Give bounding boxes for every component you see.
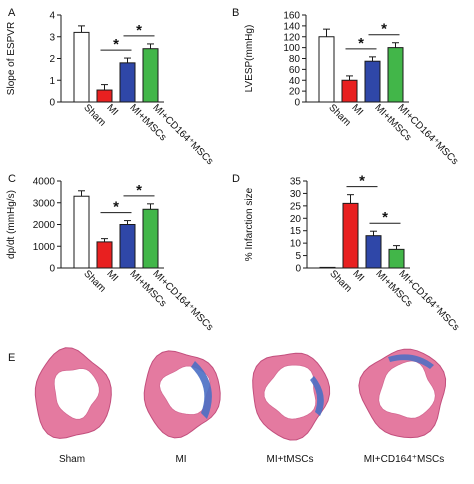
bar-1 [73, 31, 90, 103]
panel-letter: C [8, 173, 16, 185]
significance-star: * [113, 199, 119, 216]
fibrosis-region [310, 376, 324, 416]
y-tick-label: 160 [283, 11, 300, 22]
significance-star: * [136, 22, 142, 39]
heart-section-3: MI+tMSCs [252, 352, 331, 465]
x-tick-label: Sham [327, 268, 353, 294]
bar-2 [342, 202, 359, 269]
x-tick-label: Sham [326, 102, 352, 128]
heart-section-2: MI [143, 350, 221, 465]
y-tick-label: 60 [289, 65, 301, 76]
y-tick-label: 2 [49, 54, 55, 65]
section-label: MI+CD164⁺MSCs [364, 454, 445, 465]
y-tick-label: 1 [49, 76, 55, 87]
y-tick-label: 30 [290, 189, 302, 200]
x-tick-label: MI [104, 268, 120, 284]
y-tick-label: 15 [290, 226, 302, 237]
histology-panel: E Sham MI MI+tMSCs MI+CD164⁺MSCs [8, 347, 447, 465]
y-tick-label: 2000 [33, 220, 56, 231]
panel-letter: D [232, 173, 240, 185]
significance-star: * [359, 173, 365, 190]
bar-1 [318, 36, 335, 103]
bar-2 [96, 89, 113, 103]
heart-section-1: Sham [34, 347, 112, 465]
y-axis-label: LVESP(mmHg) [244, 25, 255, 93]
bar-4 [142, 48, 159, 103]
ventricle-lumen [378, 360, 436, 419]
ventricle-lumen [53, 368, 100, 420]
y-axis-label: Slope of ESPVR [6, 22, 17, 95]
y-tick-label: 4 [49, 11, 55, 22]
y-tick-label: 0 [294, 98, 300, 109]
y-tick-label: 120 [283, 32, 300, 43]
bar-2 [341, 79, 358, 103]
panel-letter: A [8, 7, 16, 19]
bar-1 [73, 195, 90, 269]
y-tick-label: 140 [283, 21, 300, 32]
bar-4 [387, 47, 404, 103]
bar-1 [319, 266, 336, 269]
ventricle-lumen [263, 364, 317, 420]
bar-3 [119, 62, 136, 103]
y-tick-label: 3000 [33, 198, 56, 209]
y-tick-label: 1000 [33, 242, 56, 253]
section-label: Sham [59, 454, 85, 465]
y-tick-label: 20 [290, 214, 302, 225]
bar-3 [364, 60, 381, 103]
bar-2 [96, 241, 113, 269]
section-label: MI+tMSCs [267, 454, 314, 465]
panel-letter: B [232, 7, 239, 19]
y-tick-label: 0 [49, 264, 55, 275]
fibrosis-region [191, 361, 212, 419]
x-tick-label: MI [350, 268, 366, 284]
x-tick-label: MI [349, 102, 365, 118]
panel-letter: E [8, 352, 15, 364]
y-tick-label: 20 [289, 87, 301, 98]
bar-4 [388, 248, 405, 269]
y-tick-label: 10 [290, 239, 302, 250]
heart-section-4: MI+CD164⁺MSCs [358, 348, 447, 465]
y-axis-label: % Infarction size [244, 187, 255, 261]
bar-4 [142, 208, 159, 269]
significance-star: * [113, 36, 119, 53]
y-tick-label: 4000 [33, 177, 56, 188]
y-tick-label: 35 [290, 177, 302, 188]
significance-star: * [358, 35, 364, 52]
x-tick-label: Sham [81, 102, 107, 128]
y-tick-label: 80 [289, 54, 301, 65]
fibrosis-region [388, 354, 434, 369]
significance-star: * [382, 209, 388, 226]
bar-3 [119, 224, 136, 269]
y-tick-label: 100 [283, 43, 300, 54]
y-tick-label: 40 [289, 76, 301, 87]
section-label: MI [175, 454, 186, 465]
bar-3 [365, 235, 382, 269]
x-tick-label: MI [104, 102, 120, 118]
significance-star: * [136, 182, 142, 199]
significance-star: * [381, 21, 387, 38]
y-tick-label: 3 [49, 32, 55, 43]
y-tick-label: 0 [49, 98, 55, 109]
y-tick-label: 25 [290, 201, 302, 212]
y-tick-label: 5 [295, 251, 301, 262]
y-tick-label: 0 [295, 264, 301, 275]
x-tick-label: Sham [81, 268, 107, 294]
y-axis-label: dp/dt (mmHg/s) [6, 190, 17, 259]
